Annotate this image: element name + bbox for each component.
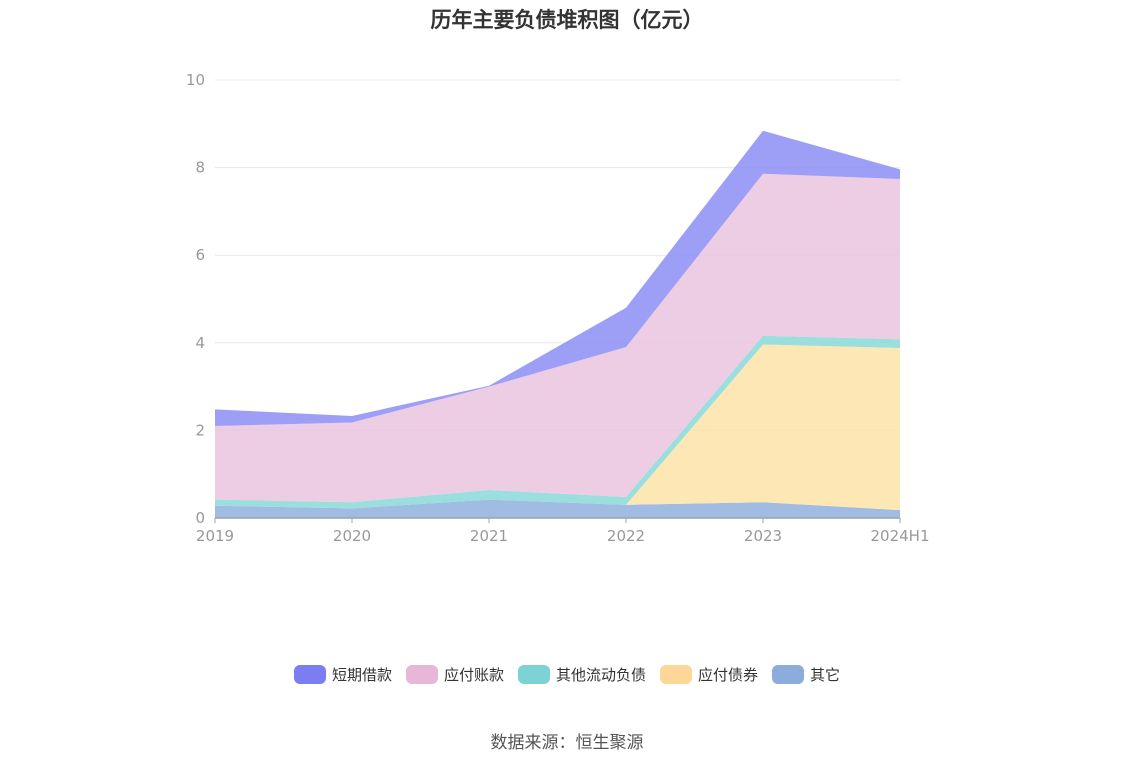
area-3 [215, 173, 900, 503]
legend-item[interactable]: 其它 [772, 664, 840, 685]
x-tick-label: 2023 [744, 527, 782, 545]
legend-item[interactable]: 应付债券 [660, 664, 758, 685]
legend-label: 应付债券 [698, 666, 759, 684]
x-tick-label: 2021 [470, 527, 508, 545]
area-2 [215, 335, 900, 509]
x-tick-label: 2022 [607, 527, 645, 545]
area-4 [215, 130, 900, 427]
legend-label: 其他流动负债 [555, 666, 646, 684]
legend-swatch [517, 665, 550, 684]
y-tick-label: 8 [195, 159, 205, 177]
chart-title: 历年主要负债堆积图（亿元） [430, 8, 704, 32]
area-0 [215, 499, 900, 518]
y-tick-label: 6 [195, 246, 205, 264]
legend-swatch [772, 665, 805, 684]
legend-label: 应付账款 [443, 666, 504, 684]
legend-item[interactable]: 应付账款 [405, 664, 504, 685]
legend-item[interactable]: 其他流动负债 [517, 664, 646, 685]
legend-swatch [293, 665, 326, 684]
legend-label: 短期借款 [331, 666, 392, 684]
y-tick-label: 4 [195, 334, 205, 352]
axes: 0 2 4 6 8 10 2019 2020 2021 2022 2023 2024H1 [186, 71, 930, 545]
x-tick-label: 2019 [196, 527, 234, 545]
area-series [215, 130, 900, 518]
legend-label: 其它 [810, 666, 841, 684]
x-tick-label: 2024H1 [871, 527, 930, 545]
y-tick-label: 2 [195, 421, 205, 439]
data-source: 数据来源：恒生聚源 [490, 733, 644, 753]
legend-swatch [660, 665, 692, 684]
y-tick-label: 10 [186, 71, 205, 89]
x-tick-label: 2020 [333, 527, 371, 545]
area-1 [215, 344, 900, 511]
legend-swatch [405, 665, 438, 684]
legend: 短期借款 应付账款 其他流动负债 应付债券 其它 [0, 664, 1134, 685]
legend-item[interactable]: 短期借款 [293, 664, 392, 685]
y-tick-label: 0 [195, 509, 205, 527]
